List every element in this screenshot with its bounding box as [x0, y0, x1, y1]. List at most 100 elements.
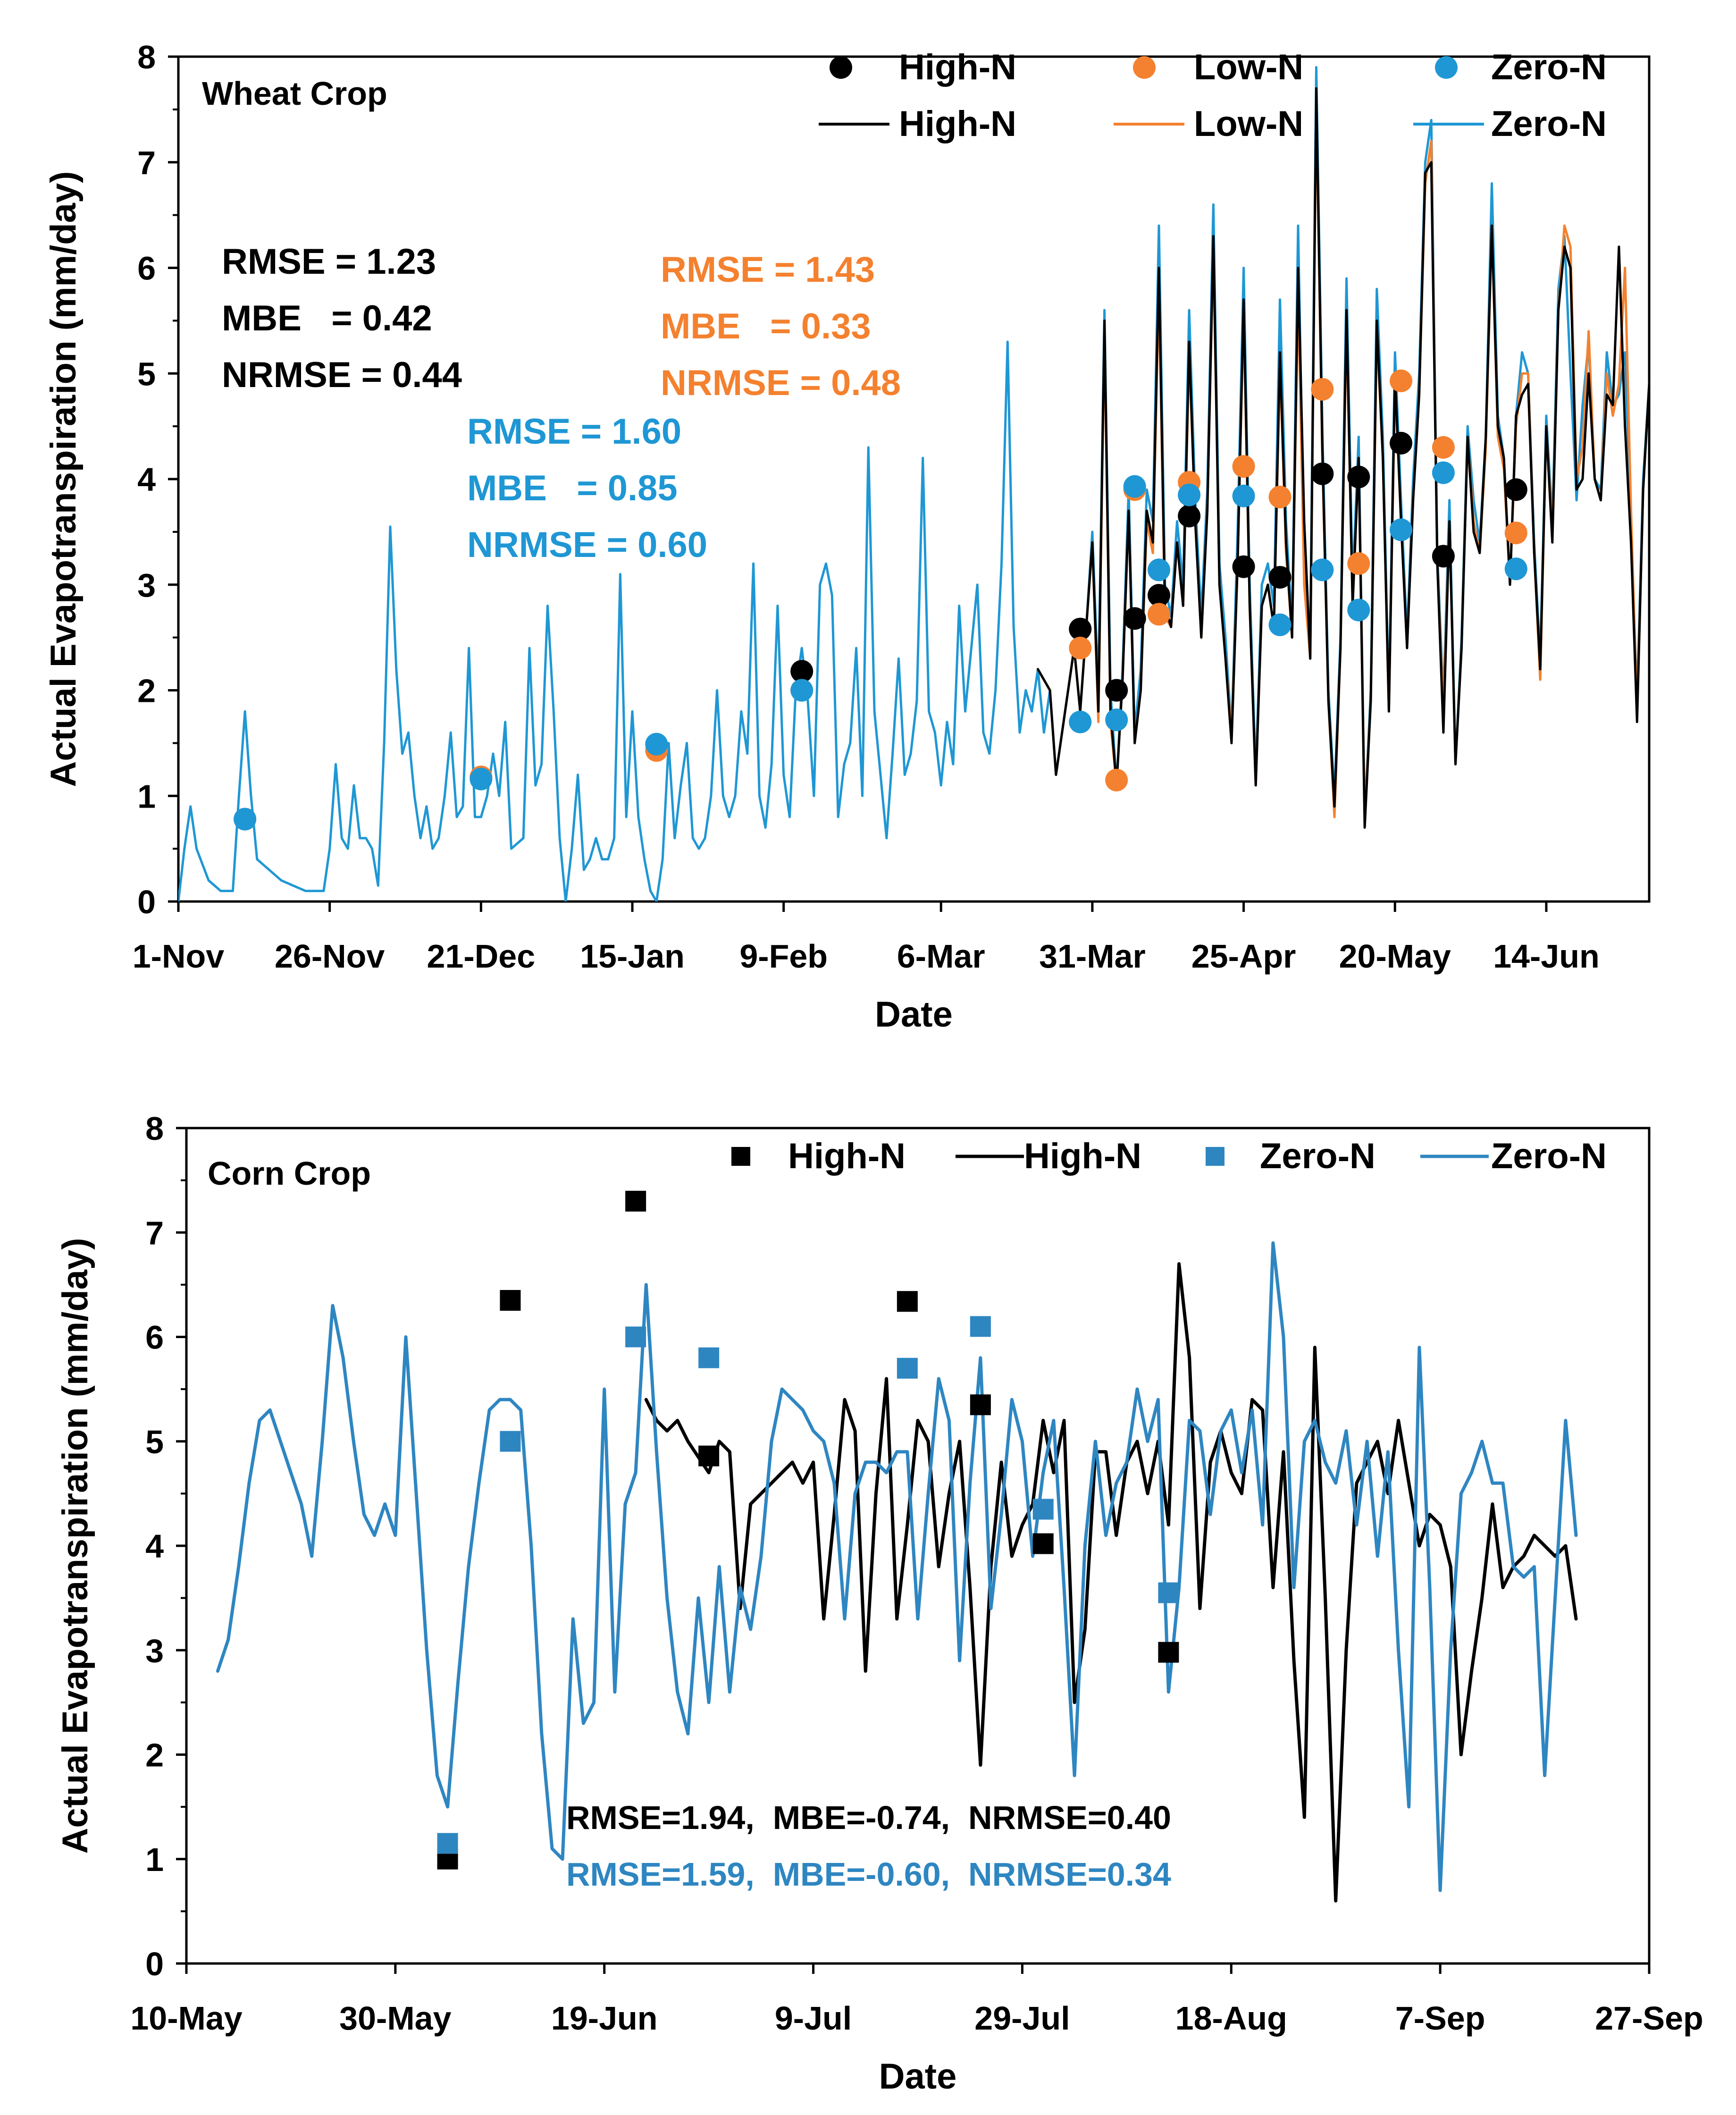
- wheat-chart: 0 1 2 3 4 5 6 7 8 1-Nov 26-Nov 21-Dec 15-Jan 9-Feb 6-M…: [43, 39, 1651, 1035]
- stat-annotation: RMSE = 1.60: [467, 412, 681, 452]
- observed-point-zero-n: [645, 733, 668, 756]
- observed-point-high-n: [1123, 607, 1146, 630]
- x-tick-label: 6-Mar: [897, 938, 985, 975]
- plot-frame: [177, 55, 1651, 903]
- observed-point-zero-n: [1268, 613, 1292, 636]
- x-tick-label: 25-Apr: [1191, 938, 1296, 975]
- stat-annotation: RMSE = 1.43: [661, 250, 875, 290]
- observed-point-high-n: [1390, 431, 1413, 455]
- legend-label: Zero-N: [1491, 1136, 1607, 1176]
- x-axis-title: Date: [879, 2056, 957, 2097]
- legend-label: Low-N: [1194, 47, 1303, 87]
- legend-label: Low-N: [1194, 104, 1303, 144]
- y-tick-label: 0: [137, 884, 156, 920]
- line-series-high-n: [1037, 87, 1649, 829]
- stat-annotation: NRMSE = 0.48: [661, 363, 901, 403]
- observed-point-low-n: [1504, 522, 1527, 545]
- observed-point-zero-n: [1347, 598, 1370, 622]
- observed-point-zero-n: [1311, 558, 1334, 581]
- line-series-low-n: [1037, 98, 1649, 818]
- x-tick-label: 9-Feb: [739, 938, 828, 975]
- observed-point-low-n: [1347, 552, 1370, 575]
- observed-point-high-n: [1432, 545, 1455, 568]
- observed-point-high-n: [1178, 505, 1201, 528]
- legend-label: High-N: [899, 47, 1016, 87]
- legend-marker-swatch: [830, 56, 852, 79]
- observed-point-zero-n: [500, 1431, 521, 1452]
- x-tick-label: 31-Mar: [1039, 938, 1146, 975]
- legend-label: High-N: [1024, 1136, 1141, 1176]
- observed-point-zero-n: [1032, 1499, 1054, 1520]
- x-tick-label: 26-Nov: [275, 938, 385, 975]
- observed-point-zero-n: [1178, 483, 1201, 506]
- legend-marker-swatch: [1206, 1147, 1224, 1166]
- observed-point-high-n: [625, 1190, 646, 1212]
- observed-point-high-n: [1232, 555, 1255, 578]
- observed-point-high-n: [1105, 679, 1128, 702]
- observed-point-zero-n: [1232, 484, 1255, 507]
- observed-point-high-n: [790, 660, 813, 683]
- series-lines: [178, 66, 1649, 902]
- stat-annotation: NRMSE = 0.44: [222, 355, 462, 395]
- observed-point-low-n: [1432, 436, 1455, 459]
- stat-annotation: RMSE=1.94, MBE=-0.74, NRMSE=0.40: [566, 1799, 1171, 1836]
- legend-label: Zero-N: [1491, 104, 1607, 144]
- observed-point-zero-n: [1148, 558, 1170, 581]
- legend-marker-swatch: [1133, 56, 1156, 79]
- y-tick-label: 1: [145, 1841, 164, 1878]
- observed-point-low-n: [1232, 455, 1255, 478]
- observed-point-high-n: [1032, 1533, 1054, 1554]
- legend-label: High-N: [788, 1136, 906, 1176]
- y-tick-label: 5: [145, 1424, 164, 1460]
- y-tick-label: 8: [145, 1110, 164, 1147]
- y-tick-label: 0: [145, 1946, 164, 1982]
- y-tick-label: 2: [145, 1737, 164, 1774]
- stat-annotation: MBE = 0.33: [661, 306, 871, 346]
- observed-point-zero-n: [437, 1833, 458, 1854]
- y-tick-label: 6: [145, 1319, 164, 1356]
- observed-point-low-n: [1268, 486, 1292, 509]
- x-tick-label: 7-Sep: [1395, 2000, 1485, 2037]
- observed-point-low-n: [1390, 369, 1413, 392]
- y-tick-label: 7: [145, 1214, 164, 1251]
- y-tick-label: 8: [137, 39, 156, 76]
- observed-point-zero-n: [1069, 710, 1092, 733]
- legend-marker-swatch: [731, 1147, 750, 1166]
- observed-point-high-n: [1148, 584, 1170, 607]
- y-tick-label: 4: [145, 1528, 164, 1565]
- x-tick-label: 29-Jul: [974, 2000, 1070, 2037]
- observed-point-low-n: [1069, 637, 1092, 659]
- line-series-high-n: [644, 1262, 1578, 1903]
- x-tick-label: 18-Aug: [1175, 2000, 1287, 2037]
- observed-point-zero-n: [698, 1347, 720, 1368]
- x-tick-label: 9-Jul: [775, 2000, 852, 2037]
- y-tick-label: 4: [137, 461, 156, 498]
- observed-point-high-n: [1268, 566, 1292, 589]
- x-axis-title: Date: [875, 994, 953, 1035]
- observed-point-high-n: [1347, 465, 1370, 489]
- x-tick-label: 30-May: [339, 2000, 451, 2037]
- legend-label: Zero-N: [1491, 47, 1607, 87]
- panel-label: Wheat Crop: [202, 75, 387, 112]
- observed-point-high-n: [1311, 462, 1334, 485]
- y-axis-title: Actual Evapotranspiration (mm/day): [55, 1238, 95, 1854]
- y-tick-label: 6: [137, 250, 156, 287]
- observed-point-zero-n: [1105, 708, 1128, 732]
- observed-markers: [234, 369, 1527, 831]
- stat-annotation: MBE = 0.85: [467, 468, 678, 508]
- observed-point-zero-n: [234, 808, 257, 831]
- y-tick-label: 2: [137, 673, 156, 709]
- observed-point-zero-n: [1390, 518, 1413, 541]
- observed-point-low-n: [1311, 378, 1334, 401]
- observed-point-zero-n: [897, 1357, 918, 1379]
- panel-label: Corn Crop: [208, 1155, 371, 1192]
- observed-point-zero-n: [1432, 461, 1455, 484]
- corn-chart: 0 1 2 3 4 5 6 7 8 10-May 30-May 19-Jun 9-Jul 29-Jul 18…: [55, 1110, 1703, 2097]
- x-tick-label: 10-May: [130, 2000, 242, 2037]
- observed-point-high-n: [1069, 617, 1092, 640]
- observed-point-high-n: [1158, 1642, 1179, 1663]
- x-tick-label: 19-Jun: [551, 2000, 658, 2037]
- statistics: RMSE=1.94, MBE=-0.74, NRMSE=0.40 RMSE=1.5…: [566, 1799, 1171, 1893]
- observed-point-zero-n: [970, 1316, 991, 1337]
